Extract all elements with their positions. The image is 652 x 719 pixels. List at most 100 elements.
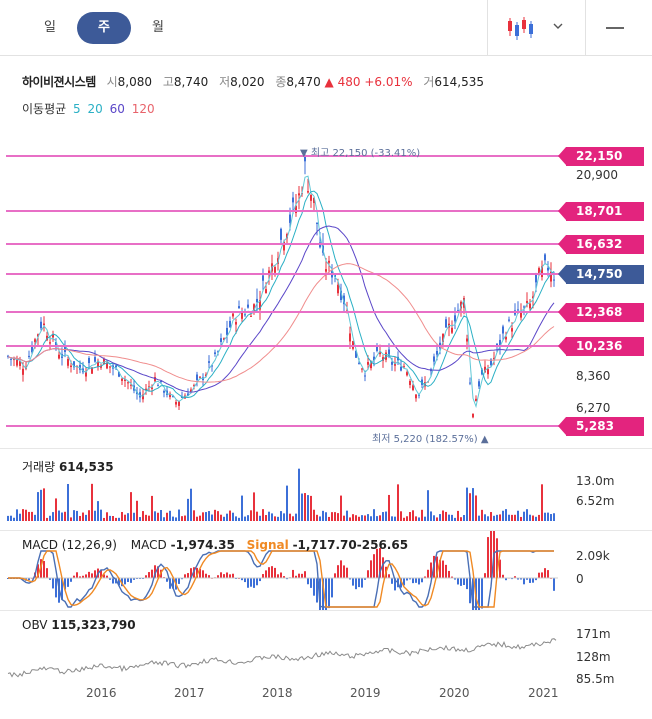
moving-average-line [7, 190, 555, 399]
macd-histogram-bar [259, 578, 261, 582]
volume-bar [316, 514, 318, 521]
candle-body [445, 319, 447, 328]
obv-panel[interactable]: OBV 115,323,790 171m 128m 85.5m [0, 610, 652, 686]
candle-body [517, 309, 519, 311]
macd-histogram-bar [427, 569, 429, 578]
menu-button[interactable] [598, 14, 632, 42]
candle-body [283, 241, 285, 251]
candle-body [298, 193, 300, 196]
volume-bar [538, 514, 540, 521]
volume-bar [220, 514, 222, 521]
macd-histogram-bar [127, 578, 129, 582]
volume-panel[interactable]: 거래량 614,535 13.0m 6.52m [0, 448, 652, 530]
macd-histogram-bar [490, 531, 492, 578]
macd-histogram-bar [199, 568, 201, 578]
macd-histogram-bar [511, 578, 513, 580]
chart-type-button[interactable] [502, 13, 578, 43]
candle-body [106, 362, 108, 369]
tab-week[interactable]: 주 [77, 12, 131, 44]
candle-body [529, 303, 531, 309]
low-label: 저 [219, 75, 231, 89]
macd-histogram-bar [346, 567, 348, 578]
volume-bar [487, 516, 489, 521]
candle-body [7, 355, 9, 357]
obv-line [7, 638, 557, 678]
volume-bar [289, 513, 291, 521]
macd-histogram-bar [223, 574, 225, 578]
tab-month[interactable]: 월 [152, 20, 164, 35]
volume-axis-label: 6.52m [576, 494, 615, 508]
volume-bar [427, 490, 429, 521]
ma-label: 이동평균 [22, 102, 67, 116]
tab-day[interactable]: 일 [44, 20, 56, 35]
macd-histogram-bar [190, 568, 192, 578]
candle-body [334, 274, 336, 277]
level-tag: 16,632 [558, 235, 644, 254]
macd-panel-label: MACD (12,26,9) [22, 538, 117, 552]
volume-bar [481, 509, 483, 521]
candle-body [337, 284, 339, 294]
volume-bar [88, 510, 90, 521]
volume-bar [298, 468, 300, 521]
macd-panel[interactable]: MACD (12,26,9) MACD -1,974.35 Signal -1,… [0, 530, 652, 611]
volume-bar [187, 498, 189, 521]
candle-body [526, 301, 528, 303]
volume-bar [532, 515, 534, 521]
candle-body [409, 380, 411, 386]
macd-histogram-bar [496, 538, 498, 578]
volume-bar [547, 512, 549, 521]
volume-bar [469, 493, 471, 521]
candle-body [370, 361, 372, 369]
volume-bar [169, 510, 171, 521]
macd-histogram-bar [319, 578, 321, 611]
candle-body [484, 366, 486, 373]
candle-body [304, 155, 306, 162]
volume-bar [25, 509, 27, 521]
volume-bar [511, 514, 513, 521]
volume-bar [328, 516, 330, 521]
volume-bar [40, 489, 42, 521]
volume-bar [28, 511, 30, 521]
volume-bar [238, 517, 240, 521]
volume-bar [157, 512, 159, 521]
macd-histogram-bar [412, 578, 414, 584]
candle-body [493, 357, 495, 360]
macd-histogram-bar [367, 570, 369, 578]
price-chart[interactable]: 22,150 20,900 18,701 16,632 14,750 12,36… [0, 140, 652, 448]
candle-body [28, 355, 30, 357]
macd-histogram-bar [151, 569, 153, 578]
candle-body [238, 306, 240, 309]
candle-body [13, 358, 15, 361]
macd-histogram-bar [262, 574, 264, 578]
volume-bar [217, 511, 219, 521]
macd-line [8, 550, 554, 608]
volume-bar [151, 495, 153, 521]
current-price-tag: 14,750 [558, 265, 644, 284]
macd-histogram-bar [391, 578, 393, 584]
macd-histogram-bar [43, 561, 45, 578]
candle-body [502, 326, 504, 334]
candle-body [289, 214, 291, 223]
candle-body [172, 395, 174, 397]
macd-histogram-bar [466, 578, 468, 590]
macd-histogram-bar [502, 574, 504, 578]
level-tag: 10,236 [558, 337, 644, 356]
macd-histogram-bar [499, 559, 501, 578]
candle-body [406, 372, 408, 376]
candle-body [19, 361, 21, 366]
macd-histogram-bar [538, 572, 540, 578]
macd-histogram-bar [364, 578, 366, 580]
candle-body [34, 339, 36, 342]
macd-histogram-bar [247, 578, 249, 588]
candle-body [415, 394, 417, 399]
macd-histogram-bar [436, 556, 438, 578]
candle-body [199, 376, 201, 378]
candle-body [127, 382, 129, 384]
volume-bar [313, 509, 315, 521]
stock-info: 하이비젼시스템 시8,080 고8,740 저8,020 종8,470 ▲ 48… [22, 73, 484, 90]
macd-histogram-bar [418, 578, 420, 585]
candle-body [124, 379, 126, 381]
volume-bar [346, 510, 348, 521]
volume-bar [76, 510, 78, 521]
macd-histogram-bar [112, 578, 114, 584]
